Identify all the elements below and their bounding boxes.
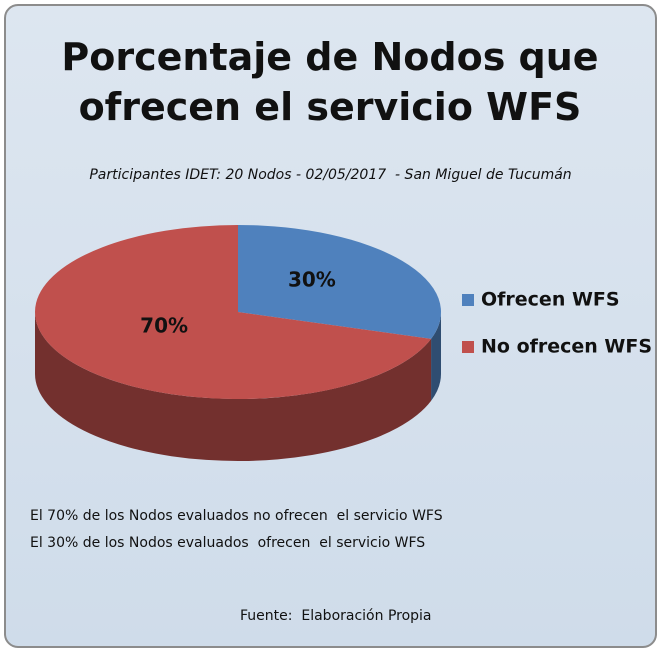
slice-side bbox=[35, 312, 432, 461]
annotation: El 70% de los Nodos evaluados no ofrecen… bbox=[30, 508, 443, 524]
data-label: 30% bbox=[288, 267, 336, 291]
chart-title: Porcentaje de Nodos que ofrecen el servi… bbox=[61, 35, 599, 129]
annotation: Fuente: Elaboración Propia bbox=[240, 608, 432, 624]
legend-swatch bbox=[462, 341, 474, 353]
legend-swatch bbox=[462, 294, 474, 306]
annotation: El 30% de los Nodos evaluados ofrecen el… bbox=[30, 535, 426, 551]
legend-label: No ofrecen WFS bbox=[481, 336, 652, 358]
slice-side bbox=[431, 312, 441, 401]
chart-subtitle: Participantes IDET: 20 Nodos - 02/05/201… bbox=[89, 167, 572, 183]
slice bbox=[238, 225, 442, 339]
data-label: 70% bbox=[140, 314, 188, 338]
legend-label: Ofrecen WFS bbox=[481, 289, 620, 311]
slice bbox=[35, 225, 432, 399]
